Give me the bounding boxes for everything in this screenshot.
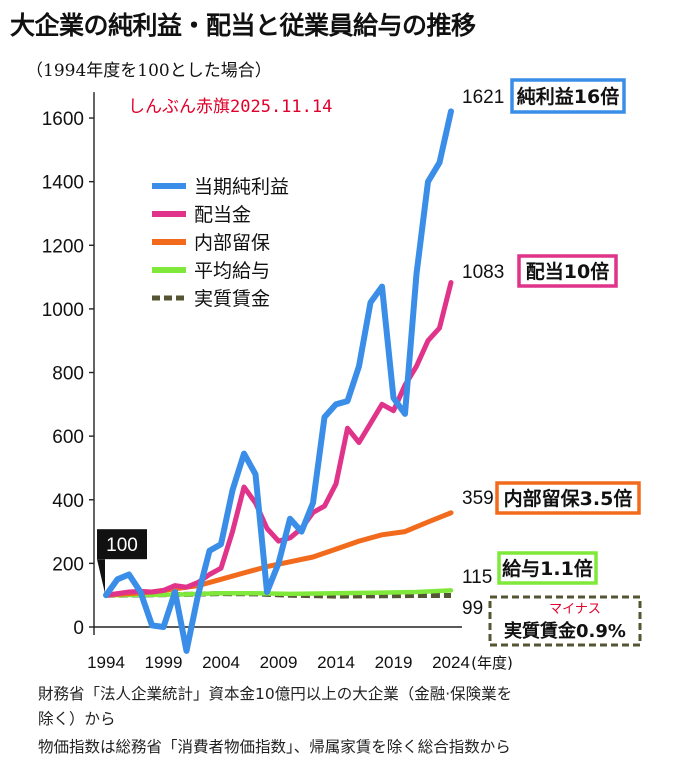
end-value-label-avg_salary: 115 [462, 567, 492, 588]
end-value-label-retained: 359 [462, 488, 494, 509]
chart-subtitle: （1994年度を100とした場合） [26, 61, 272, 81]
callout-box-avg_salary [497, 551, 598, 585]
callout-text-avg_salary: 給与1.1倍 [502, 557, 593, 580]
y-tick-label-1400: 1400 [42, 173, 84, 194]
series-line-dividend [103, 280, 454, 598]
y-tick-label-0: 0 [73, 618, 84, 639]
source-credit: しんぶん赤旗2025.11.14 [128, 97, 333, 117]
y-tick-label-600: 600 [52, 427, 84, 448]
callout-text-real_wage: 実質賃金0.9% [504, 620, 626, 642]
end-value-label-dividend: 1083 [462, 262, 504, 283]
line-chart: 0 200 400 600 800 1000 1200 1400 1600 1994 1999 200… [42, 78, 642, 672]
x-tick-label-1999: 1999 [145, 653, 183, 672]
start-label-box [97, 529, 147, 560]
y-tick-label-400: 400 [52, 491, 84, 512]
series-line-avg_salary [103, 588, 454, 598]
legend-label-avg_salary: 平均給与 [194, 260, 270, 282]
legend-label-real_wage: 実質賃金 [194, 288, 270, 310]
x-tick-label-1994: 1994 [87, 653, 125, 672]
callout-note-real_wage: マイナス [549, 602, 601, 617]
start-pointer [97, 559, 105, 594]
legend-label-dividend: 配当金 [194, 204, 251, 226]
callout-text-retained: 内部留保3.5倍 [504, 487, 633, 510]
end-value-label-net_profit: 1621 [462, 87, 504, 108]
legend-label-retained: 内部留保 [194, 232, 270, 254]
callout-box-net_profit [510, 78, 626, 114]
callout-box-real_wage [488, 595, 642, 647]
x-tick-label-2004: 2004 [202, 653, 240, 672]
start-label: 100 [106, 535, 138, 556]
y-tick-label-800: 800 [52, 364, 84, 385]
callout-box-retained [495, 481, 641, 515]
x-axis-label: (年度) [471, 654, 513, 672]
series-line-real_wage [105, 591, 451, 599]
callout-text-dividend: 配当10倍 [526, 260, 609, 283]
y-tick-label-1600: 1600 [42, 109, 84, 130]
x-tick-label-2009: 2009 [260, 653, 298, 672]
x-tick-label-2019: 2019 [375, 653, 413, 672]
x-tick-label-2024: 2024 [432, 653, 470, 672]
end-value-label-real_wage: 99 [462, 598, 483, 619]
footnote-line-1: 財務省「法人企業統計」資本金10億円以上の大企業（金融·保険業を [38, 685, 513, 703]
footnote-line-2: 除く）から [38, 710, 116, 728]
footnote-line-3: 物価指数は総務省「消費者物価指数」、帰属家賃を除く総合指数から [38, 738, 511, 756]
callout-box-dividend [517, 254, 618, 288]
y-tick-label-1000: 1000 [42, 300, 84, 321]
callout-text-net_profit: 純利益16倍 [517, 85, 619, 108]
series-line-net_profit [103, 108, 454, 654]
y-tick-label-1200: 1200 [42, 236, 84, 257]
chart-title: 大企業の純利益・配当と従業員給与の推移 [10, 11, 476, 40]
legend-label-net_profit: 当期純利益 [194, 176, 289, 198]
x-tick-label-2014: 2014 [317, 653, 355, 672]
y-tick-label-200: 200 [52, 554, 84, 575]
